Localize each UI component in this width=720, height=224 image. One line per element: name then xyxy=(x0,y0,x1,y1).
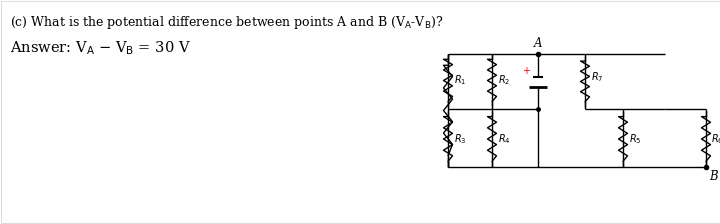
Text: Answer: V$_\mathrm{A}$ $-$ V$_\mathrm{B}$ = 30 V: Answer: V$_\mathrm{A}$ $-$ V$_\mathrm{B}… xyxy=(10,39,191,57)
Text: $R_5$: $R_5$ xyxy=(629,132,642,146)
Text: $R_7$: $R_7$ xyxy=(591,71,603,84)
Text: $R_1$: $R_1$ xyxy=(454,74,467,87)
Text: +: + xyxy=(522,65,530,75)
Text: $R_6$: $R_6$ xyxy=(711,132,720,146)
Text: (c) What is the potential difference between points A and B (V$_\mathrm{A}$-V$_\: (c) What is the potential difference bet… xyxy=(10,14,444,31)
Text: $R_2$: $R_2$ xyxy=(498,74,510,87)
Text: $R_3$: $R_3$ xyxy=(454,132,467,146)
Text: B: B xyxy=(709,170,718,183)
Text: $R_4$: $R_4$ xyxy=(498,132,510,146)
Text: A: A xyxy=(534,37,542,50)
